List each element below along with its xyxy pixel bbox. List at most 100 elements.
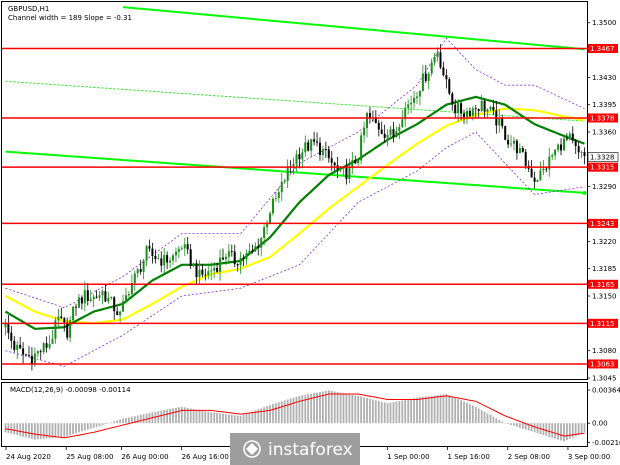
candle-body: [4, 323, 7, 328]
candle-body: [530, 168, 533, 178]
candle: [189, 244, 192, 269]
candle-body: [45, 343, 48, 348]
macd-histogram-bar: [486, 413, 489, 424]
candle: [486, 108, 489, 119]
macd-histogram-bar: [113, 421, 116, 424]
macd-histogram-bar: [98, 423, 101, 426]
candle: [557, 143, 560, 153]
level-price-tag: [588, 318, 618, 328]
candle: [57, 309, 60, 329]
x-tick-label: 2 Sep 08:00: [508, 453, 550, 461]
y-tick-label: 1.3080: [592, 347, 617, 355]
candle: [80, 295, 83, 310]
candle-body: [213, 267, 216, 271]
candle-body: [51, 338, 54, 344]
candle: [222, 248, 224, 261]
macd-histogram-bar: [480, 410, 483, 424]
candle: [177, 245, 180, 259]
candle: [195, 259, 198, 285]
candle-body: [86, 290, 89, 301]
candle-body: [54, 320, 57, 339]
candle: [16, 340, 19, 360]
candle-body: [577, 146, 580, 153]
candle-body: [186, 244, 189, 250]
candle-body: [301, 152, 304, 160]
macd-histogram-bar: [22, 423, 24, 437]
macd-histogram-bar: [216, 413, 218, 424]
candle: [266, 219, 269, 235]
candle: [351, 151, 354, 175]
candle-body: [360, 135, 363, 161]
candle: [307, 139, 310, 152]
candle: [45, 336, 48, 353]
candle: [436, 47, 439, 62]
candle: [272, 197, 274, 216]
candle-body: [568, 133, 571, 140]
candle: [280, 172, 283, 201]
candle: [360, 132, 363, 165]
x-tick-label: 1 Sep 16:00: [448, 453, 490, 461]
macd-histogram-bar: [574, 423, 577, 437]
level-price-tag: [588, 279, 618, 289]
candle-body: [198, 269, 201, 278]
macd-histogram-bar: [48, 423, 51, 439]
macd-histogram-bar: [172, 408, 174, 424]
candle: [413, 90, 415, 109]
candle-body: [207, 271, 210, 276]
candle-body: [410, 102, 413, 105]
macd-histogram-bar: [545, 423, 548, 436]
macd-histogram-bar: [363, 397, 365, 424]
macd-histogram-bar: [530, 423, 533, 432]
macd-histogram-bar: [430, 395, 433, 424]
candle-body: [498, 117, 501, 126]
macd-histogram-bar: [254, 410, 257, 424]
macd-histogram-bar: [207, 411, 210, 424]
macd-histogram-bar: [433, 395, 436, 424]
candle: [13, 335, 16, 353]
macd-histogram-bar: [395, 401, 398, 424]
candle: [416, 92, 418, 104]
candle: [113, 296, 116, 320]
candle: [92, 294, 95, 308]
candle: [51, 329, 54, 344]
candle: [227, 244, 230, 265]
candle-body: [119, 311, 122, 315]
candle-body: [7, 323, 10, 333]
candle-body: [28, 355, 30, 356]
candle: [551, 153, 554, 161]
candle-body: [22, 348, 25, 355]
candle-body: [407, 104, 410, 108]
candle-body: [248, 250, 251, 254]
candle-body: [395, 131, 398, 138]
candle-body: [551, 155, 554, 157]
candle-body: [474, 108, 477, 110]
macd-histogram-bar: [13, 423, 16, 435]
macd-histogram-bar: [51, 423, 54, 438]
candle-body: [518, 148, 521, 154]
macd-histogram-bar: [568, 423, 571, 439]
macd-histogram-bar: [28, 423, 30, 439]
macd-histogram-bar: [442, 394, 445, 424]
macd-histogram-bar: [454, 397, 457, 424]
candle-body: [151, 248, 154, 256]
macd-histogram-bar: [195, 409, 198, 424]
macd-histogram-bar: [436, 395, 439, 424]
candle: [10, 326, 13, 349]
macd-histogram-bar: [369, 398, 371, 424]
candle: [201, 264, 204, 278]
candle: [489, 105, 492, 111]
macd-histogram-bar: [345, 393, 348, 424]
candle-body: [130, 283, 133, 295]
macd-histogram-bar: [69, 423, 71, 436]
macd-histogram-bar: [86, 423, 89, 430]
candle-body: [404, 107, 407, 120]
macd-histogram-bar: [16, 423, 19, 436]
candle-body: [366, 113, 368, 129]
candle: [574, 138, 577, 154]
candle: [324, 141, 327, 158]
macd-y-tick-label: 0.00: [592, 420, 608, 428]
candle: [468, 107, 471, 119]
candle-body: [466, 110, 468, 117]
candle-body: [492, 107, 495, 111]
